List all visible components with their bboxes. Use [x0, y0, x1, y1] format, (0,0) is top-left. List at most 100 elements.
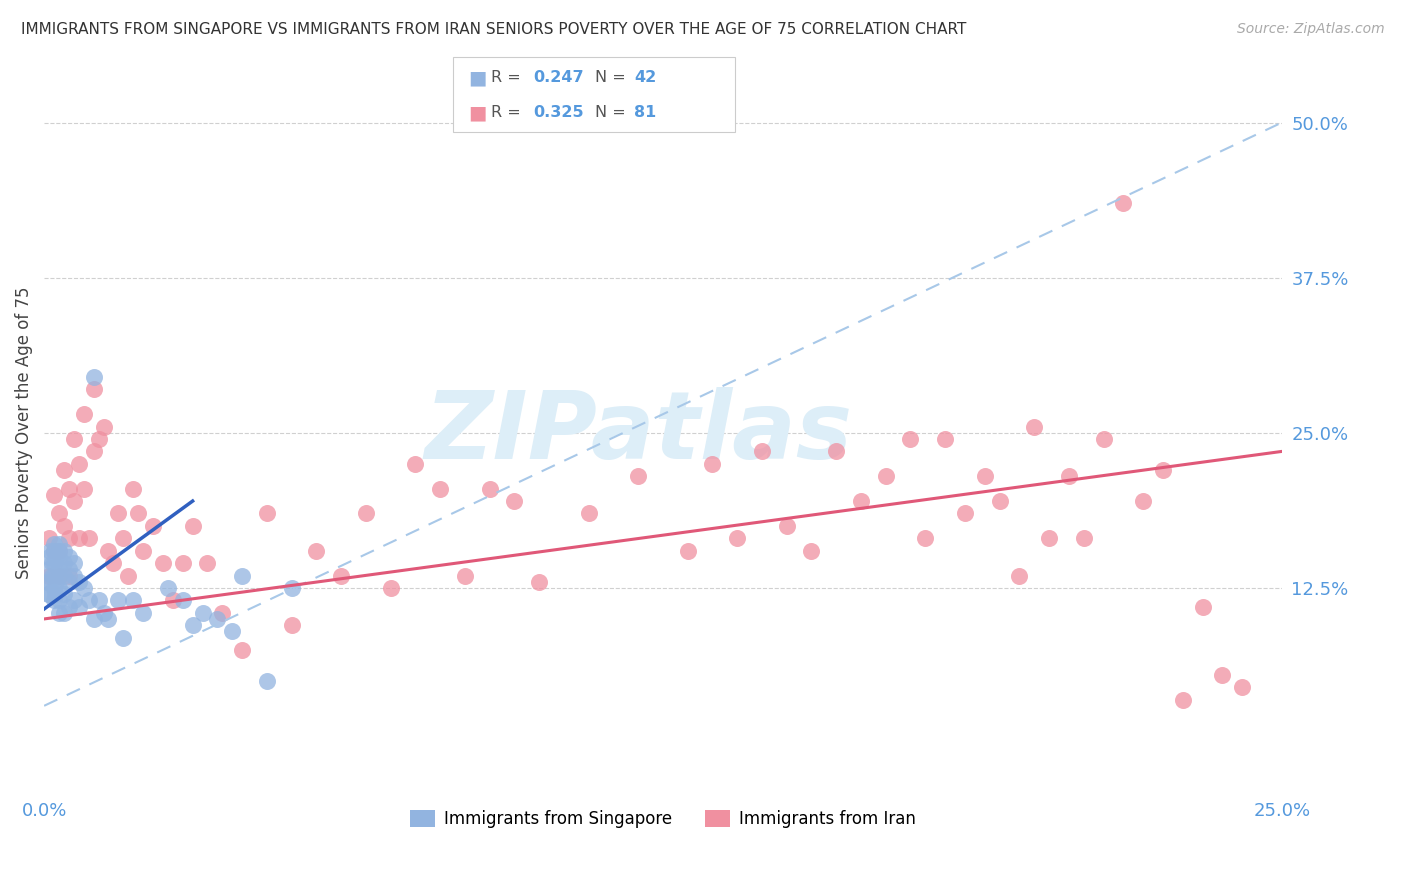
Point [73, 482, 96, 496]
Point [97, 543, 120, 558]
Point [42, 543, 65, 558]
Text: R =: R = [491, 105, 526, 120]
Point [725, 531, 748, 545]
Point [953, 507, 976, 521]
Point [330, 568, 353, 582]
Point [1092, 432, 1115, 446]
Point [48, 606, 70, 620]
Point [1171, 692, 1194, 706]
Point [58, 568, 80, 582]
Point [38, 549, 60, 564]
Point [776, 519, 799, 533]
Point [42, 581, 65, 595]
Point [52, 606, 75, 620]
Point [58, 574, 80, 589]
Point [676, 543, 699, 558]
Point [702, 457, 724, 471]
Point [38, 562, 60, 576]
Text: 0.247: 0.247 [533, 70, 583, 86]
Text: 0.325: 0.325 [533, 105, 583, 120]
Text: 42: 42 [634, 70, 657, 86]
Point [1073, 531, 1095, 545]
Point [305, 543, 328, 558]
Point [132, 606, 155, 620]
Point [48, 543, 70, 558]
Point [380, 581, 402, 595]
Point [83, 612, 105, 626]
Point [1191, 599, 1213, 614]
Point [751, 444, 773, 458]
Point [45, 549, 67, 564]
Text: R =: R = [491, 70, 526, 86]
Point [256, 673, 278, 688]
Point [73, 407, 96, 421]
Point [62, 556, 84, 570]
Point [112, 531, 135, 545]
Point [429, 482, 451, 496]
Point [900, 432, 922, 446]
Point [87, 593, 110, 607]
Point [207, 612, 229, 626]
Point [107, 593, 129, 607]
Point [1008, 568, 1031, 582]
Point [142, 519, 165, 533]
Point [1112, 196, 1135, 211]
Point [83, 444, 105, 458]
Point [52, 587, 75, 601]
Text: ■: ■ [468, 103, 486, 122]
Point [354, 507, 377, 521]
Point [58, 549, 80, 564]
Point [973, 469, 995, 483]
Point [152, 556, 174, 570]
Point [67, 531, 90, 545]
Point [42, 556, 65, 570]
Point [527, 574, 550, 589]
Point [256, 507, 278, 521]
Point [48, 568, 70, 582]
Point [48, 593, 70, 607]
Point [67, 599, 90, 614]
Point [87, 432, 110, 446]
Point [42, 568, 65, 582]
Point [62, 568, 84, 582]
Point [52, 543, 75, 558]
Point [1024, 419, 1046, 434]
Point [103, 556, 125, 570]
Point [48, 537, 70, 551]
Point [1230, 680, 1253, 694]
Point [45, 574, 67, 589]
Point [172, 593, 194, 607]
Point [52, 568, 75, 582]
Point [162, 593, 184, 607]
Text: Source: ZipAtlas.com: Source: ZipAtlas.com [1237, 22, 1385, 37]
Point [825, 444, 848, 458]
Text: 81: 81 [634, 105, 657, 120]
Point [48, 543, 70, 558]
Point [404, 457, 426, 471]
Point [503, 494, 526, 508]
Point [127, 507, 149, 521]
Point [77, 531, 100, 545]
Point [988, 494, 1011, 508]
Point [117, 568, 139, 582]
Point [191, 606, 214, 620]
Point [1211, 667, 1233, 681]
Point [156, 581, 179, 595]
Point [875, 469, 897, 483]
Text: N =: N = [595, 105, 631, 120]
Legend: Immigrants from Singapore, Immigrants from Iran: Immigrants from Singapore, Immigrants fr… [404, 803, 922, 835]
Point [454, 568, 477, 582]
Point [52, 519, 75, 533]
Point [578, 507, 600, 521]
Point [478, 482, 501, 496]
Point [62, 494, 84, 508]
Point [39, 543, 62, 558]
Point [934, 432, 956, 446]
Point [132, 543, 155, 558]
Point [231, 643, 253, 657]
Point [83, 383, 105, 397]
Point [38, 587, 60, 601]
Point [107, 507, 129, 521]
Point [38, 568, 60, 582]
Point [52, 556, 75, 570]
